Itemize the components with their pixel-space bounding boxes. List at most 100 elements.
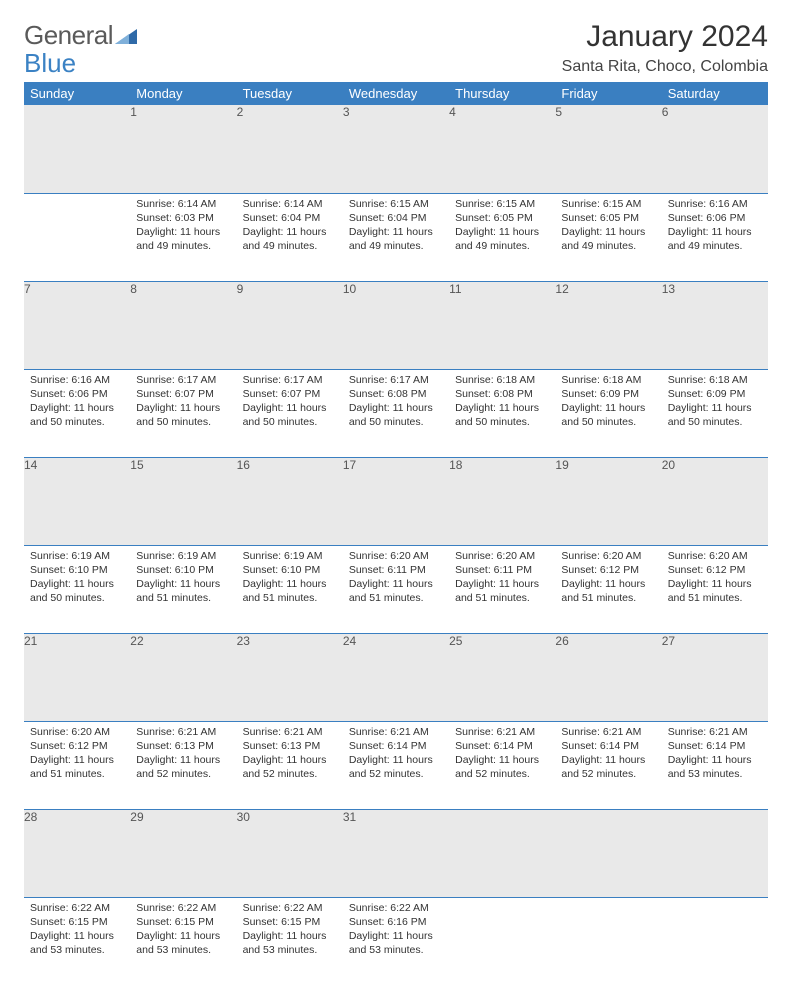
sunset-text: Sunset: 6:10 PM — [136, 563, 230, 577]
week-row: Sunrise: 6:14 AMSunset: 6:03 PMDaylight:… — [24, 193, 768, 281]
day-cell — [555, 897, 661, 985]
sunrise-text: Sunrise: 6:22 AM — [30, 901, 124, 915]
week-row: Sunrise: 6:16 AMSunset: 6:06 PMDaylight:… — [24, 369, 768, 457]
daylight-text: Daylight: 11 hours and 51 minutes. — [668, 577, 762, 605]
logo-triangle-icon — [115, 20, 137, 51]
daylight-text: Daylight: 11 hours and 49 minutes. — [136, 225, 230, 253]
day-number: 7 — [24, 281, 130, 369]
day-cell: Sunrise: 6:20 AMSunset: 6:12 PMDaylight:… — [24, 721, 130, 809]
day-number: 16 — [237, 457, 343, 545]
day-cell: Sunrise: 6:20 AMSunset: 6:12 PMDaylight:… — [662, 545, 768, 633]
sunset-text: Sunset: 6:06 PM — [668, 211, 762, 225]
sunset-text: Sunset: 6:10 PM — [30, 563, 124, 577]
sunrise-text: Sunrise: 6:19 AM — [136, 549, 230, 563]
sunset-text: Sunset: 6:07 PM — [243, 387, 337, 401]
day-cell: Sunrise: 6:15 AMSunset: 6:05 PMDaylight:… — [555, 193, 661, 281]
sunrise-text: Sunrise: 6:19 AM — [30, 549, 124, 563]
day-cell: Sunrise: 6:21 AMSunset: 6:13 PMDaylight:… — [237, 721, 343, 809]
calendar-table: Sunday Monday Tuesday Wednesday Thursday… — [24, 82, 768, 985]
sunrise-text: Sunrise: 6:20 AM — [561, 549, 655, 563]
logo: General — [24, 20, 137, 51]
day-number: 11 — [449, 281, 555, 369]
day-number: 21 — [24, 633, 130, 721]
sunset-text: Sunset: 6:12 PM — [561, 563, 655, 577]
sunset-text: Sunset: 6:10 PM — [243, 563, 337, 577]
day-cell: Sunrise: 6:22 AMSunset: 6:15 PMDaylight:… — [24, 897, 130, 985]
week-row: Sunrise: 6:20 AMSunset: 6:12 PMDaylight:… — [24, 721, 768, 809]
day-header-row: Sunday Monday Tuesday Wednesday Thursday… — [24, 82, 768, 105]
daylight-text: Daylight: 11 hours and 50 minutes. — [136, 401, 230, 429]
day-cell: Sunrise: 6:14 AMSunset: 6:03 PMDaylight:… — [130, 193, 236, 281]
day-cell: Sunrise: 6:21 AMSunset: 6:14 PMDaylight:… — [449, 721, 555, 809]
day-number: 29 — [130, 809, 236, 897]
sunrise-text: Sunrise: 6:22 AM — [349, 901, 443, 915]
daylight-text: Daylight: 11 hours and 53 minutes. — [243, 929, 337, 957]
day-number: 9 — [237, 281, 343, 369]
day-number: 15 — [130, 457, 236, 545]
daylight-text: Daylight: 11 hours and 53 minutes. — [668, 753, 762, 781]
dayhead-wednesday: Wednesday — [343, 82, 449, 105]
location-text: Santa Rita, Choco, Colombia — [562, 58, 768, 76]
daylight-text: Daylight: 11 hours and 52 minutes. — [561, 753, 655, 781]
day-cell: Sunrise: 6:20 AMSunset: 6:11 PMDaylight:… — [343, 545, 449, 633]
day-cell: Sunrise: 6:17 AMSunset: 6:08 PMDaylight:… — [343, 369, 449, 457]
sunrise-text: Sunrise: 6:16 AM — [668, 197, 762, 211]
daylight-text: Daylight: 11 hours and 51 minutes. — [349, 577, 443, 605]
day-cell: Sunrise: 6:21 AMSunset: 6:14 PMDaylight:… — [555, 721, 661, 809]
daynum-row: 78910111213 — [24, 281, 768, 369]
daylight-text: Daylight: 11 hours and 50 minutes. — [30, 577, 124, 605]
daylight-text: Daylight: 11 hours and 50 minutes. — [349, 401, 443, 429]
sunrise-text: Sunrise: 6:17 AM — [136, 373, 230, 387]
sunrise-text: Sunrise: 6:15 AM — [561, 197, 655, 211]
day-number: 27 — [662, 633, 768, 721]
day-number: 8 — [130, 281, 236, 369]
day-cell: Sunrise: 6:16 AMSunset: 6:06 PMDaylight:… — [24, 369, 130, 457]
day-number: 31 — [343, 809, 449, 897]
day-number: 19 — [555, 457, 661, 545]
day-cell — [24, 193, 130, 281]
day-cell: Sunrise: 6:20 AMSunset: 6:11 PMDaylight:… — [449, 545, 555, 633]
day-number: 24 — [343, 633, 449, 721]
dayhead-sunday: Sunday — [24, 82, 130, 105]
day-cell: Sunrise: 6:19 AMSunset: 6:10 PMDaylight:… — [237, 545, 343, 633]
daylight-text: Daylight: 11 hours and 49 minutes. — [349, 225, 443, 253]
day-number: 28 — [24, 809, 130, 897]
sunset-text: Sunset: 6:14 PM — [561, 739, 655, 753]
title-block: January 2024 Santa Rita, Choco, Colombia — [562, 20, 768, 76]
daylight-text: Daylight: 11 hours and 52 minutes. — [243, 753, 337, 781]
sunset-text: Sunset: 6:05 PM — [561, 211, 655, 225]
day-cell: Sunrise: 6:22 AMSunset: 6:16 PMDaylight:… — [343, 897, 449, 985]
day-number — [662, 809, 768, 897]
sunset-text: Sunset: 6:03 PM — [136, 211, 230, 225]
day-cell: Sunrise: 6:20 AMSunset: 6:12 PMDaylight:… — [555, 545, 661, 633]
day-number: 13 — [662, 281, 768, 369]
sunrise-text: Sunrise: 6:18 AM — [668, 373, 762, 387]
day-cell: Sunrise: 6:18 AMSunset: 6:09 PMDaylight:… — [662, 369, 768, 457]
day-number: 4 — [449, 105, 555, 193]
sunrise-text: Sunrise: 6:21 AM — [243, 725, 337, 739]
sunrise-text: Sunrise: 6:15 AM — [455, 197, 549, 211]
sunrise-text: Sunrise: 6:20 AM — [668, 549, 762, 563]
day-number: 23 — [237, 633, 343, 721]
day-number: 12 — [555, 281, 661, 369]
sunrise-text: Sunrise: 6:19 AM — [243, 549, 337, 563]
daylight-text: Daylight: 11 hours and 52 minutes. — [349, 753, 443, 781]
sunrise-text: Sunrise: 6:22 AM — [136, 901, 230, 915]
daynum-row: 28293031 — [24, 809, 768, 897]
day-cell: Sunrise: 6:21 AMSunset: 6:14 PMDaylight:… — [343, 721, 449, 809]
sunrise-text: Sunrise: 6:15 AM — [349, 197, 443, 211]
dayhead-tuesday: Tuesday — [237, 82, 343, 105]
sunset-text: Sunset: 6:16 PM — [349, 915, 443, 929]
day-cell: Sunrise: 6:19 AMSunset: 6:10 PMDaylight:… — [130, 545, 236, 633]
daylight-text: Daylight: 11 hours and 53 minutes. — [349, 929, 443, 957]
sunrise-text: Sunrise: 6:17 AM — [243, 373, 337, 387]
day-cell: Sunrise: 6:21 AMSunset: 6:14 PMDaylight:… — [662, 721, 768, 809]
week-row: Sunrise: 6:19 AMSunset: 6:10 PMDaylight:… — [24, 545, 768, 633]
day-number: 1 — [130, 105, 236, 193]
daylight-text: Daylight: 11 hours and 51 minutes. — [30, 753, 124, 781]
day-cell: Sunrise: 6:19 AMSunset: 6:10 PMDaylight:… — [24, 545, 130, 633]
day-number: 3 — [343, 105, 449, 193]
sunset-text: Sunset: 6:07 PM — [136, 387, 230, 401]
daynum-row: 14151617181920 — [24, 457, 768, 545]
day-number: 25 — [449, 633, 555, 721]
